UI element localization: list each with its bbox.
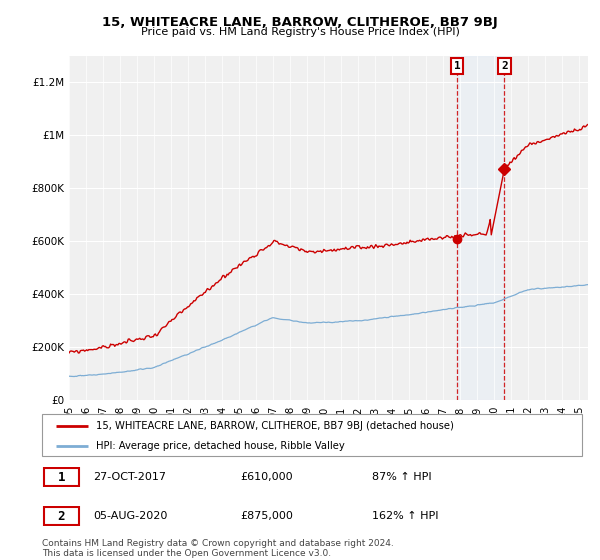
Text: Contains HM Land Registry data © Crown copyright and database right 2024.
This d: Contains HM Land Registry data © Crown c… [42,539,394,558]
Text: 87% ↑ HPI: 87% ↑ HPI [372,472,431,482]
Text: 2: 2 [501,61,508,71]
Text: 27-OCT-2017: 27-OCT-2017 [93,472,166,482]
FancyBboxPatch shape [44,468,79,486]
Text: 1: 1 [58,470,65,484]
Text: HPI: Average price, detached house, Ribble Valley: HPI: Average price, detached house, Ribb… [96,441,345,451]
Text: 2: 2 [58,510,65,523]
Text: 15, WHITEACRE LANE, BARROW, CLITHEROE, BB7 9BJ (detached house): 15, WHITEACRE LANE, BARROW, CLITHEROE, B… [96,421,454,431]
Text: Price paid vs. HM Land Registry's House Price Index (HPI): Price paid vs. HM Land Registry's House … [140,27,460,37]
Text: 05-AUG-2020: 05-AUG-2020 [93,511,167,521]
Text: 1: 1 [454,61,461,71]
Text: £610,000: £610,000 [240,472,293,482]
Text: £875,000: £875,000 [240,511,293,521]
FancyBboxPatch shape [42,414,582,456]
Bar [457,56,505,400]
Text: 15, WHITEACRE LANE, BARROW, CLITHEROE, BB7 9BJ: 15, WHITEACRE LANE, BARROW, CLITHEROE, B… [102,16,498,29]
Text: 162% ↑ HPI: 162% ↑ HPI [372,511,439,521]
FancyBboxPatch shape [44,507,79,525]
